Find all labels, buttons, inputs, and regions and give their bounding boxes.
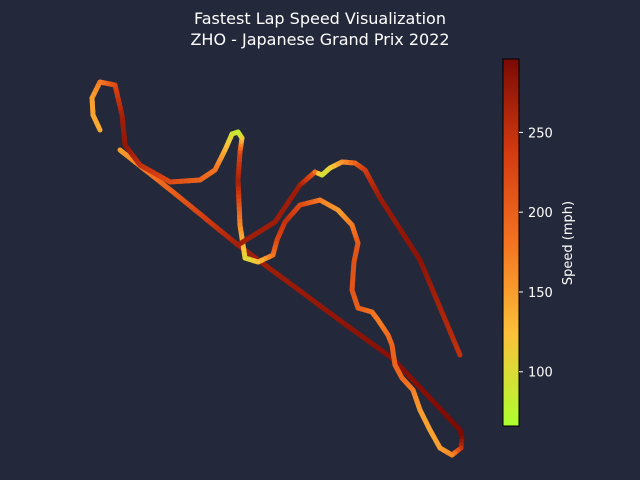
colorbar-tick-label-1: 150 bbox=[528, 286, 553, 301]
track-segment-327 bbox=[95, 123, 103, 133]
chart-subtitle: ZHO - Japanese Grand Prix 2022 bbox=[190, 30, 449, 49]
s-bend-segment-92 bbox=[456, 348, 463, 358]
colorbar bbox=[502, 58, 520, 427]
track-line bbox=[89, 79, 465, 458]
colorbar-tick-label-3: 250 bbox=[528, 126, 553, 141]
chart-title: Fastest Lap Speed Visualization bbox=[194, 9, 446, 28]
colorbar-ticks: 100 150 200 250 bbox=[519, 126, 553, 381]
colorbar-tick-label-0: 100 bbox=[528, 366, 553, 381]
colorbar-tick-label-2: 200 bbox=[528, 206, 553, 221]
colorbar-label: Speed (mph) bbox=[561, 201, 576, 285]
